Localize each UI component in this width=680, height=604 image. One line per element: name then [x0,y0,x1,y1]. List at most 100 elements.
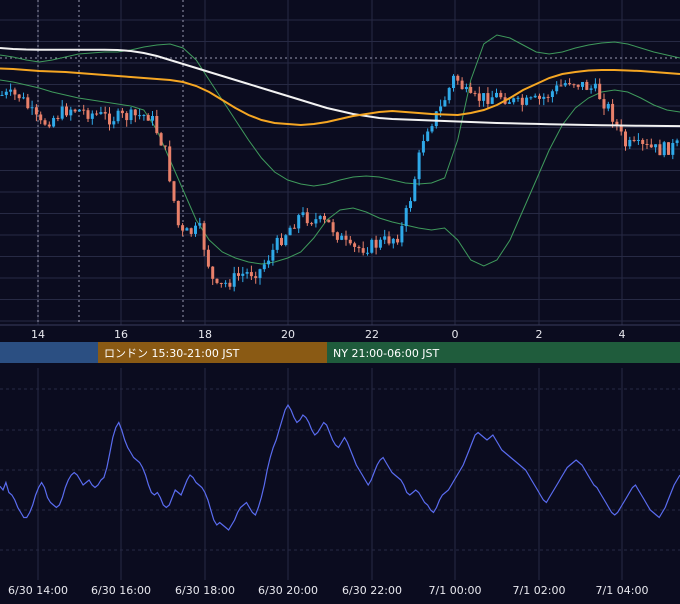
candle-body [245,272,249,274]
candle-body [649,144,653,148]
candle-body [344,235,348,240]
candle-body [353,243,357,247]
candle-body [581,81,584,87]
candle-body [387,236,391,244]
x-tick-label: 20 [281,328,295,341]
candle-body [370,239,374,253]
candle-body [495,92,498,98]
candle-body [138,115,142,117]
candle-body [529,97,533,99]
candle-body [430,126,434,132]
candle-body [636,139,640,141]
candle-body [525,97,529,105]
candle-body [417,152,421,180]
candle-body [241,273,245,276]
candle-body [409,201,412,209]
candle-body [297,215,301,229]
candle-body [314,219,318,224]
candle-body [52,117,56,127]
bollinger-upper [0,34,680,187]
candle-body [507,102,511,104]
candle-body [404,208,408,227]
candle-body [254,276,258,278]
candle-body [447,88,451,101]
candle-body [546,96,550,98]
candle-body [654,144,658,148]
oscillator-line [0,403,680,531]
candle-body [194,225,197,234]
candle-body [602,99,606,109]
candle-body [288,227,292,236]
candle-body [559,85,563,87]
candle-body [658,144,662,156]
candle-body [331,222,335,233]
candle-body [628,139,632,147]
session-bar: ロンドン 15:30-21:00 JST NY 21:00-06:00 JST [0,342,680,363]
candle-body [576,84,580,87]
candle-body [275,237,279,250]
bollinger-lower [0,79,680,267]
candle-body [146,115,150,121]
candle-body [13,89,17,95]
candle-body [125,113,129,121]
candle-body [499,92,503,98]
x-tick-label: 4 [619,328,626,341]
candle-body [9,89,13,92]
candle-body [108,113,111,125]
candle-body [439,106,443,112]
candle-body [43,120,47,125]
candle-body [357,246,361,249]
candle-body [593,83,597,89]
candle-body [413,179,417,202]
candle-body [421,141,425,153]
candle-body [606,103,610,109]
candle-body [155,115,159,134]
candle-body [82,109,86,111]
candle-body [95,113,99,115]
candle-body [232,273,236,287]
x-tick-label: 6/30 14:00 [8,584,68,597]
candle-body [310,223,314,225]
candle-body [30,107,34,109]
candle-body [237,273,240,276]
candle-body [486,93,490,104]
candle-body [262,264,266,270]
candle-body [47,124,51,127]
ema-line [0,67,680,127]
candle-body [206,249,210,267]
candle-body [202,223,206,250]
candle-body [176,200,180,226]
candle-body [292,227,296,229]
candle-body [116,110,120,122]
candle-body [400,226,404,243]
candle-body [224,282,228,284]
candle-body [168,146,172,182]
candle-body [671,142,675,155]
candle-body [482,93,486,101]
x-tick-label: 7/1 02:00 [513,584,566,597]
candle-body [163,145,167,147]
candle-body [271,249,275,261]
candle-body [555,85,559,92]
candle-body [305,212,309,224]
candle-body [318,215,322,220]
candle-body [378,239,382,248]
candle-body [103,112,107,114]
candle-body [280,237,283,245]
candle-body [26,97,30,109]
candle-body [17,94,21,99]
candle-body [323,215,326,220]
candle-body [632,139,636,141]
candle-body [172,181,176,201]
candle-body [267,260,271,265]
candle-body [129,109,133,121]
candle-body [563,83,567,86]
candle-body [477,93,481,101]
candle-body [340,235,344,240]
candle-body [142,115,146,117]
candle-body [542,96,546,99]
candle-body [473,92,477,94]
candle-body [301,212,305,216]
candle-body [90,113,94,119]
